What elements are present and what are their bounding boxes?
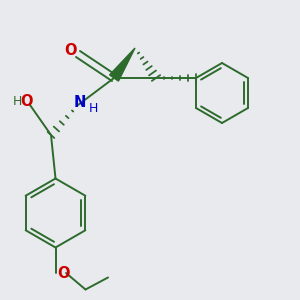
Text: O: O bbox=[57, 266, 69, 280]
Text: O: O bbox=[64, 43, 77, 58]
Text: O: O bbox=[20, 94, 33, 109]
Text: H: H bbox=[13, 95, 22, 108]
Text: N: N bbox=[73, 95, 86, 110]
Polygon shape bbox=[110, 48, 135, 81]
Text: H: H bbox=[89, 102, 98, 115]
